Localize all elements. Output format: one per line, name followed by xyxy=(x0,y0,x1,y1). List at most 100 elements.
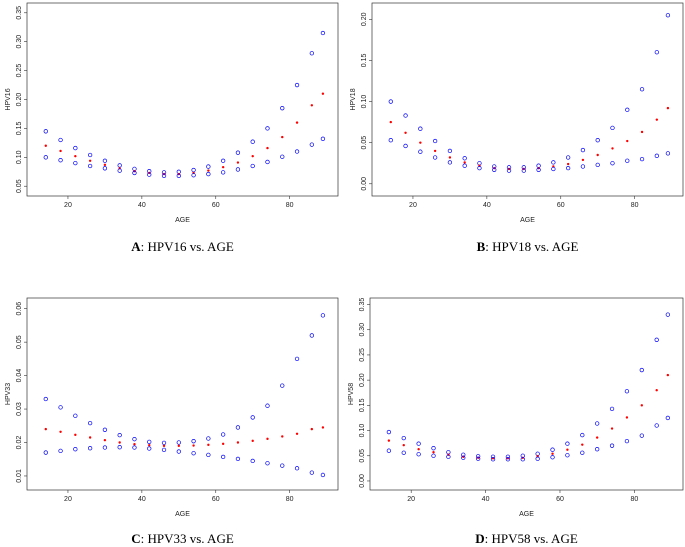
point xyxy=(595,162,600,168)
point xyxy=(665,312,670,317)
x-tick-label: 80 xyxy=(286,496,294,503)
y-tick-label: 0.30 xyxy=(359,323,366,337)
point xyxy=(220,158,226,163)
point xyxy=(431,446,436,451)
point xyxy=(462,156,467,161)
y-tick-label: 0.05 xyxy=(359,449,366,463)
point xyxy=(73,160,78,166)
caption-label: D xyxy=(475,531,484,546)
point xyxy=(387,439,391,442)
point xyxy=(551,166,556,172)
panel: 20 40 60 80 0.05 0.10 0.15 0.20 0.25 0.30 0.35 AGE H… xyxy=(5,2,339,254)
point xyxy=(310,104,314,107)
point xyxy=(147,439,152,444)
point xyxy=(321,92,325,95)
point xyxy=(266,437,269,441)
point xyxy=(461,455,466,460)
point xyxy=(666,373,670,377)
point xyxy=(388,99,393,104)
point xyxy=(58,405,63,410)
point xyxy=(58,137,63,143)
y-tick-label: 0.35 xyxy=(359,298,366,312)
point xyxy=(148,443,151,447)
point xyxy=(43,396,48,402)
y-tick-label: 0.20 xyxy=(359,373,366,387)
point xyxy=(161,173,167,178)
point xyxy=(191,439,196,444)
point xyxy=(625,158,630,163)
point xyxy=(320,30,326,36)
point xyxy=(133,442,136,446)
caption: D: HPV58 vs. AGE xyxy=(475,531,578,546)
point xyxy=(609,443,615,448)
point xyxy=(87,420,93,426)
point xyxy=(655,118,659,121)
point xyxy=(639,433,644,438)
point xyxy=(432,138,438,144)
point xyxy=(236,441,240,444)
point xyxy=(220,454,226,460)
point xyxy=(536,163,541,168)
panel: 20 40 60 80 0.00 0.05 0.10 0.15 0.20 0.25 0.30 0.35… xyxy=(348,298,684,546)
point xyxy=(176,173,181,178)
point xyxy=(280,106,285,111)
point xyxy=(418,149,423,154)
point xyxy=(220,432,226,437)
point xyxy=(566,162,570,166)
point xyxy=(565,155,571,160)
x-tick-label: 40 xyxy=(482,496,490,503)
point xyxy=(88,159,92,162)
point xyxy=(624,438,630,444)
point xyxy=(102,427,108,432)
point xyxy=(403,113,408,118)
point xyxy=(58,448,63,454)
caption-text: : HPV18 vs. AGE xyxy=(485,239,578,254)
point xyxy=(639,367,644,373)
point xyxy=(87,163,93,169)
point xyxy=(265,126,270,131)
point xyxy=(610,161,615,166)
x-tick-label: 40 xyxy=(483,202,491,209)
point xyxy=(117,163,122,168)
point xyxy=(475,456,481,461)
point xyxy=(581,158,585,162)
point xyxy=(280,154,285,159)
y-axis-label: HPV16 xyxy=(5,88,12,110)
point xyxy=(565,166,571,171)
point xyxy=(309,333,314,338)
point xyxy=(550,455,555,460)
point xyxy=(250,139,255,144)
point xyxy=(490,457,496,462)
point xyxy=(520,457,525,462)
point xyxy=(74,154,77,158)
point xyxy=(550,447,555,452)
point xyxy=(432,155,438,160)
point xyxy=(505,457,511,462)
point xyxy=(321,426,325,429)
x-tick-label: 80 xyxy=(286,202,294,209)
point xyxy=(102,445,108,450)
point xyxy=(192,444,195,447)
point xyxy=(294,149,300,154)
point xyxy=(417,448,420,451)
point xyxy=(665,415,670,421)
point xyxy=(595,138,600,143)
point xyxy=(446,454,451,459)
y-tick-label: 0.15 xyxy=(361,54,368,68)
point xyxy=(640,130,644,134)
y-tick-label: 0.05 xyxy=(361,136,368,150)
point xyxy=(535,451,540,456)
point xyxy=(59,430,62,434)
point xyxy=(250,163,255,169)
point xyxy=(235,167,241,172)
point xyxy=(162,444,166,448)
point xyxy=(147,172,152,177)
point xyxy=(320,136,326,141)
point xyxy=(103,438,107,442)
point xyxy=(191,167,196,173)
point xyxy=(235,425,241,430)
point xyxy=(654,153,659,158)
point xyxy=(265,403,270,408)
